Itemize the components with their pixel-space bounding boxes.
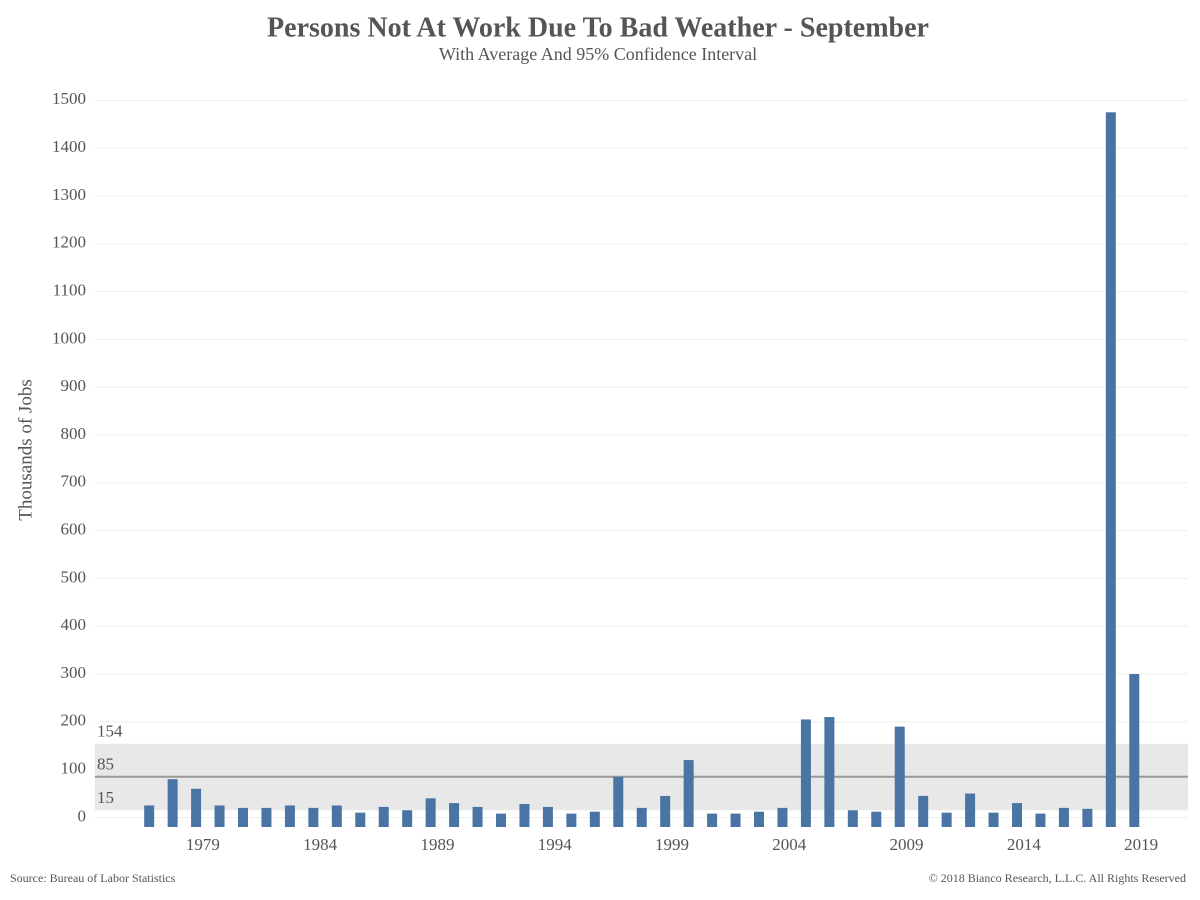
bar bbox=[1129, 674, 1140, 827]
bar bbox=[660, 795, 671, 827]
y-tick-label: 100 bbox=[61, 759, 87, 778]
y-tick-label: 1400 bbox=[52, 137, 86, 156]
bar bbox=[589, 811, 600, 827]
bar bbox=[261, 807, 272, 827]
bar bbox=[871, 811, 882, 827]
x-tick-label: 1999 bbox=[655, 835, 689, 854]
y-tick-label: 400 bbox=[61, 615, 87, 634]
bar bbox=[707, 813, 718, 827]
chart-title: Persons Not At Work Due To Bad Weather -… bbox=[267, 12, 929, 43]
bar bbox=[965, 793, 976, 827]
average-label: 85 bbox=[97, 755, 114, 774]
y-tick-label: 500 bbox=[61, 567, 87, 586]
bar bbox=[331, 805, 342, 827]
y-tick-label: 1200 bbox=[52, 233, 86, 252]
x-tick-label: 2014 bbox=[1007, 835, 1042, 854]
chart-subtitle: With Average And 95% Confidence Interval bbox=[439, 44, 757, 64]
bar bbox=[918, 795, 929, 827]
bar bbox=[449, 803, 460, 827]
bar bbox=[566, 813, 577, 827]
y-axis-label: Thousands of Jobs bbox=[15, 379, 36, 520]
bar bbox=[613, 776, 624, 827]
bar bbox=[730, 813, 741, 827]
bar bbox=[1105, 112, 1116, 827]
bar bbox=[425, 798, 436, 827]
x-tick-label: 2019 bbox=[1124, 835, 1158, 854]
y-tick-label: 1300 bbox=[52, 185, 86, 204]
bar bbox=[308, 807, 319, 827]
y-tick-label: 0 bbox=[78, 806, 87, 825]
bar bbox=[167, 779, 178, 827]
bar bbox=[941, 812, 952, 827]
y-tick-label: 800 bbox=[61, 424, 87, 443]
bar bbox=[636, 807, 647, 827]
copyright: © 2018 Bianco Research, L.L.C. All Right… bbox=[929, 871, 1186, 885]
bar bbox=[777, 807, 788, 827]
bar bbox=[284, 805, 295, 827]
bar bbox=[1012, 803, 1023, 827]
x-tick-label: 1994 bbox=[538, 835, 573, 854]
y-tick-label: 600 bbox=[61, 520, 87, 539]
bar bbox=[191, 788, 202, 827]
bar bbox=[894, 726, 905, 827]
bar bbox=[847, 810, 858, 827]
bar bbox=[472, 806, 483, 827]
bar bbox=[683, 760, 694, 827]
x-tick-label: 2009 bbox=[890, 835, 924, 854]
x-tick-label: 1979 bbox=[186, 835, 220, 854]
source: Source: Bureau of Labor Statistics bbox=[10, 871, 176, 885]
x-tick-label: 1984 bbox=[303, 835, 338, 854]
bar bbox=[542, 806, 553, 827]
bar bbox=[1058, 807, 1069, 827]
bar bbox=[355, 812, 366, 827]
y-tick-label: 1500 bbox=[52, 89, 86, 108]
bar bbox=[214, 805, 225, 827]
band-upper-label: 154 bbox=[97, 722, 123, 741]
y-tick-label: 300 bbox=[61, 663, 87, 682]
x-tick-label: 1989 bbox=[420, 835, 454, 854]
bar bbox=[378, 806, 389, 827]
bar bbox=[824, 717, 835, 827]
bar bbox=[800, 719, 811, 827]
y-tick-label: 200 bbox=[61, 711, 87, 730]
y-tick-label: 1000 bbox=[52, 328, 86, 347]
bar bbox=[988, 812, 999, 827]
bar bbox=[754, 811, 765, 827]
bar bbox=[1035, 813, 1046, 827]
y-tick-label: 900 bbox=[61, 376, 87, 395]
bar bbox=[1082, 808, 1093, 827]
band-lower-label: 15 bbox=[97, 788, 114, 807]
bar bbox=[496, 813, 507, 827]
bar bbox=[238, 807, 249, 827]
bar bbox=[402, 810, 413, 827]
y-tick-label: 700 bbox=[61, 472, 87, 491]
bar bbox=[519, 804, 530, 827]
x-tick-label: 2004 bbox=[772, 835, 807, 854]
bar bbox=[144, 805, 155, 827]
y-tick-label: 1100 bbox=[53, 280, 86, 299]
